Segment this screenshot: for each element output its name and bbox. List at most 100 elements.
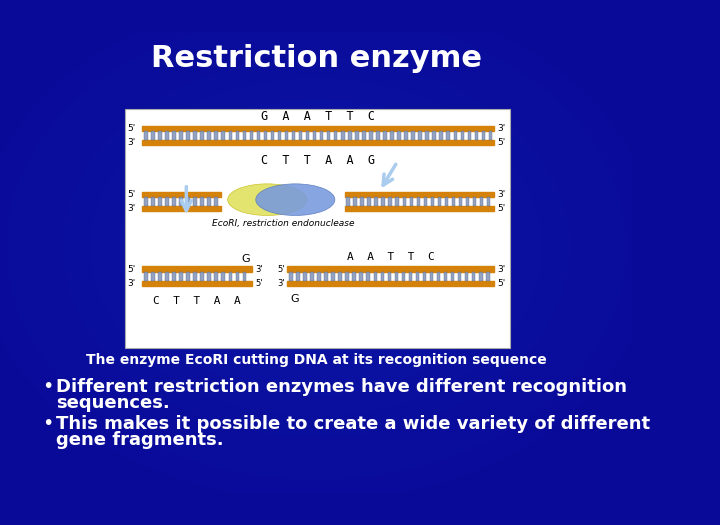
Bar xyxy=(235,272,239,280)
Bar xyxy=(278,131,282,140)
Text: 5': 5' xyxy=(498,138,505,147)
Bar xyxy=(158,272,162,280)
Bar xyxy=(165,272,168,280)
Bar xyxy=(426,131,429,140)
Bar xyxy=(194,197,197,206)
Text: 3': 3' xyxy=(127,138,135,147)
Bar xyxy=(215,197,218,206)
Bar xyxy=(389,197,392,206)
Bar xyxy=(228,131,232,140)
Bar xyxy=(465,272,469,280)
Text: 3': 3' xyxy=(127,279,135,288)
Bar xyxy=(439,131,443,140)
Bar xyxy=(395,272,398,280)
Bar xyxy=(362,131,366,140)
Bar xyxy=(360,197,364,206)
Bar xyxy=(390,131,394,140)
Text: EcoRI, restriction endonuclease: EcoRI, restriction endonuclease xyxy=(212,219,354,228)
Bar xyxy=(179,197,183,206)
Bar xyxy=(395,197,399,206)
Bar xyxy=(172,272,176,280)
Text: 3': 3' xyxy=(277,279,284,288)
Bar xyxy=(287,280,494,286)
Text: G: G xyxy=(290,294,299,304)
Bar xyxy=(222,272,225,280)
Text: gene fragments.: gene fragments. xyxy=(56,430,224,448)
Text: 5': 5' xyxy=(255,279,262,288)
Text: 5': 5' xyxy=(277,265,284,274)
Text: 5': 5' xyxy=(127,190,135,199)
Bar xyxy=(299,131,302,140)
Bar xyxy=(320,131,323,140)
Bar xyxy=(143,126,494,131)
Bar xyxy=(409,272,412,280)
Bar xyxy=(417,197,420,206)
Bar xyxy=(381,272,384,280)
Bar xyxy=(125,109,510,348)
Text: The enzyme EcoRI cutting DNA at its recognition sequence: The enzyme EcoRI cutting DNA at its reco… xyxy=(86,353,546,368)
Bar xyxy=(144,131,148,140)
Bar xyxy=(411,131,415,140)
Text: Different restriction enzymes have different recognition: Different restriction enzymes have diffe… xyxy=(56,378,627,396)
Bar xyxy=(151,272,155,280)
Bar xyxy=(318,272,321,280)
Bar xyxy=(446,131,450,140)
Text: 5': 5' xyxy=(498,279,505,288)
Bar xyxy=(143,206,222,211)
Bar xyxy=(410,197,413,206)
Bar xyxy=(423,197,427,206)
Bar xyxy=(387,272,391,280)
Bar xyxy=(296,272,300,280)
Bar xyxy=(207,197,211,206)
Bar xyxy=(207,272,211,280)
Text: 3': 3' xyxy=(255,265,263,274)
Bar xyxy=(186,197,190,206)
Bar xyxy=(200,197,204,206)
Bar xyxy=(338,272,342,280)
Text: Restriction enzyme: Restriction enzyme xyxy=(151,44,482,72)
Bar xyxy=(200,272,204,280)
Bar xyxy=(324,272,328,280)
Text: 3': 3' xyxy=(498,124,505,133)
Bar xyxy=(143,140,494,145)
Bar xyxy=(472,272,475,280)
Bar xyxy=(437,272,441,280)
Bar xyxy=(158,131,162,140)
Bar xyxy=(445,197,449,206)
Bar xyxy=(397,131,401,140)
Bar xyxy=(454,131,457,140)
Bar xyxy=(467,131,471,140)
Bar xyxy=(345,206,494,211)
Bar xyxy=(194,272,197,280)
Bar xyxy=(215,131,218,140)
Bar xyxy=(327,131,330,140)
Bar xyxy=(250,131,253,140)
Bar xyxy=(352,272,356,280)
Bar xyxy=(222,131,225,140)
Bar xyxy=(459,197,462,206)
Bar xyxy=(194,131,197,140)
Bar xyxy=(383,131,387,140)
Text: 3': 3' xyxy=(127,204,135,213)
Bar xyxy=(144,197,148,206)
Bar xyxy=(331,272,335,280)
Bar xyxy=(482,131,485,140)
Bar xyxy=(284,131,288,140)
Bar xyxy=(228,272,232,280)
Bar xyxy=(313,131,316,140)
Bar xyxy=(334,131,338,140)
Bar xyxy=(292,131,295,140)
Bar xyxy=(359,272,363,280)
Bar xyxy=(346,272,349,280)
Bar xyxy=(143,192,222,197)
Bar xyxy=(207,131,211,140)
Bar xyxy=(367,197,371,206)
Bar xyxy=(165,197,168,206)
Bar xyxy=(369,131,373,140)
Bar xyxy=(433,131,436,140)
Text: •: • xyxy=(42,414,53,433)
Bar xyxy=(341,131,345,140)
Bar xyxy=(487,197,490,206)
Bar xyxy=(235,131,239,140)
Bar xyxy=(486,272,490,280)
